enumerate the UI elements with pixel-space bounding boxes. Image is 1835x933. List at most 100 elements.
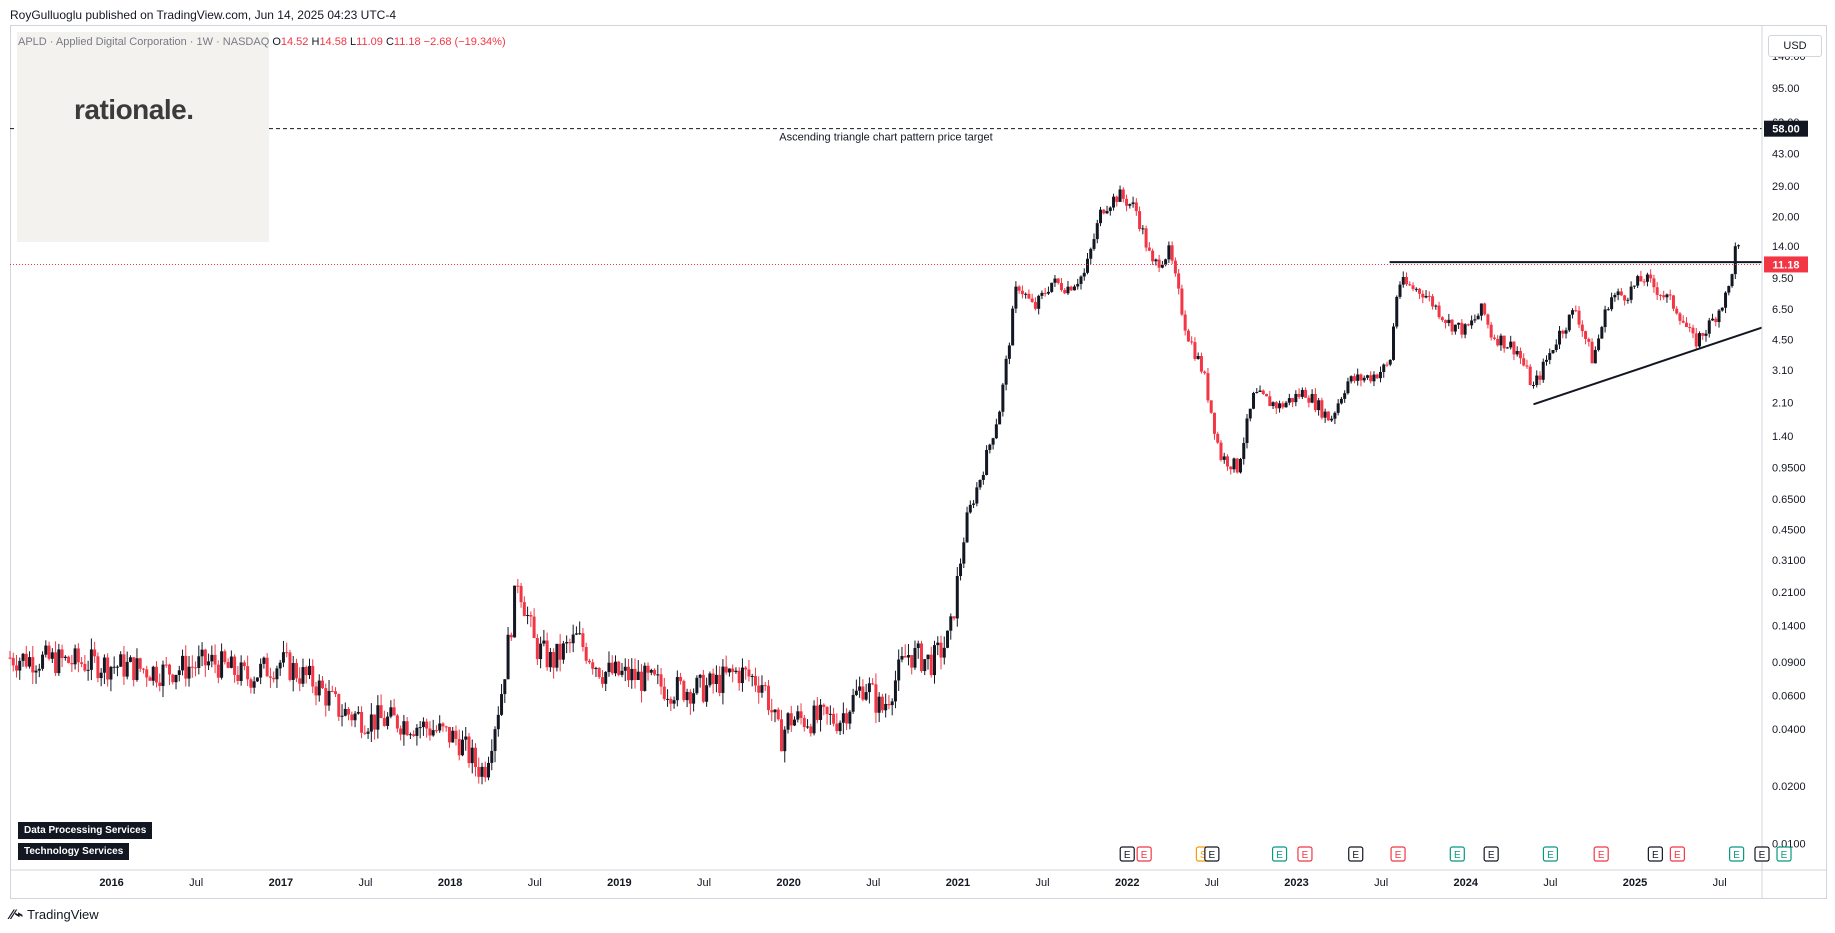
candle-body bbox=[1059, 283, 1063, 290]
candle-body bbox=[1330, 418, 1334, 421]
earnings-marker-icon[interactable] bbox=[1136, 846, 1152, 862]
candle-body bbox=[307, 665, 311, 676]
earnings-marker-icon[interactable] bbox=[1390, 846, 1406, 862]
candle-body bbox=[952, 616, 956, 619]
candle-body bbox=[389, 707, 393, 717]
earnings-marker-icon[interactable] bbox=[1449, 846, 1465, 862]
candle-body bbox=[496, 714, 500, 730]
candle-body bbox=[1046, 291, 1050, 294]
candle-body bbox=[929, 654, 933, 676]
candle-body bbox=[972, 503, 976, 505]
candle-body bbox=[669, 698, 673, 704]
candle-body bbox=[141, 668, 145, 670]
candle-body bbox=[1460, 322, 1464, 335]
candle-body bbox=[1489, 324, 1493, 338]
candle-body bbox=[822, 704, 826, 707]
candle-body bbox=[285, 652, 289, 654]
candle-body bbox=[86, 669, 90, 671]
candle-body bbox=[1470, 320, 1474, 326]
earnings-marker-icon[interactable] bbox=[1647, 846, 1663, 862]
candle-body bbox=[828, 713, 832, 715]
candle-body bbox=[1600, 327, 1604, 339]
candle-body bbox=[1515, 350, 1519, 355]
candle-body bbox=[926, 654, 930, 660]
candle-body bbox=[1242, 442, 1246, 459]
earnings-marker-icon[interactable] bbox=[1669, 846, 1685, 862]
candle-body bbox=[526, 615, 530, 617]
candle-body bbox=[229, 656, 233, 668]
earnings-marker-icon[interactable] bbox=[1483, 846, 1499, 862]
earnings-marker-icon[interactable] bbox=[1204, 846, 1220, 862]
candle-body bbox=[301, 667, 305, 684]
candle-body bbox=[1349, 376, 1353, 382]
candle-body bbox=[1180, 288, 1184, 315]
candle-body bbox=[841, 713, 845, 723]
earnings-marker-icon[interactable] bbox=[1729, 846, 1745, 862]
candle-body bbox=[47, 645, 51, 659]
candle-body bbox=[275, 668, 279, 680]
symbol-legend: APLD · Applied Digital Corporation · 1W … bbox=[18, 36, 506, 48]
earnings-marker-icon[interactable] bbox=[1119, 846, 1135, 862]
candle-body bbox=[838, 722, 842, 732]
candle-body bbox=[1737, 245, 1741, 247]
earnings-marker-icon[interactable] bbox=[1348, 846, 1364, 862]
earnings-marker-icon[interactable] bbox=[1593, 846, 1609, 862]
candle-body bbox=[161, 664, 165, 687]
candle-body bbox=[444, 726, 448, 728]
candle-body bbox=[604, 672, 608, 684]
candle-body bbox=[1616, 291, 1620, 295]
earnings-marker-icon[interactable] bbox=[1297, 846, 1313, 862]
candle-body bbox=[1151, 250, 1155, 262]
high-label: H bbox=[311, 36, 320, 48]
support-trendline[interactable] bbox=[1533, 326, 1763, 406]
candle-body bbox=[490, 750, 494, 763]
earnings-marker-icon[interactable] bbox=[1754, 846, 1770, 862]
candle-body bbox=[138, 658, 142, 669]
candle-body bbox=[1561, 330, 1565, 334]
candle-body bbox=[1193, 342, 1197, 359]
earnings-marker-icon[interactable] bbox=[1271, 846, 1288, 862]
candle-body bbox=[60, 649, 64, 658]
candle-body bbox=[1388, 359, 1392, 365]
candle-body bbox=[1626, 299, 1630, 301]
candle-body bbox=[591, 662, 595, 669]
candle-body bbox=[535, 638, 539, 660]
earnings-marker-label: E bbox=[1352, 850, 1359, 861]
candle-body bbox=[1030, 298, 1034, 303]
earnings-marker-icon[interactable] bbox=[1776, 846, 1792, 862]
candle-body bbox=[132, 657, 136, 680]
earnings-marker-icon[interactable] bbox=[1542, 846, 1559, 862]
sector-tag[interactable]: Data Processing Services bbox=[18, 822, 153, 839]
low-label: L bbox=[350, 36, 357, 48]
candle-body bbox=[675, 677, 679, 701]
candle-body bbox=[73, 648, 77, 665]
time-tick-label: Jul bbox=[528, 877, 542, 889]
candle-body bbox=[897, 659, 901, 681]
candle-body bbox=[477, 767, 481, 777]
currency-button[interactable]: USD bbox=[1768, 35, 1822, 57]
candle-body bbox=[177, 670, 181, 676]
candle-body bbox=[1437, 305, 1441, 318]
candle-body bbox=[187, 666, 191, 679]
candle-body bbox=[428, 728, 432, 736]
last-price-label: 11.18 bbox=[1773, 259, 1800, 271]
tradingview-brand[interactable]: ⁄⁄⌁ TradingView bbox=[10, 906, 99, 923]
candle-body bbox=[1587, 338, 1591, 342]
candle-body bbox=[1518, 350, 1522, 359]
candle-body bbox=[128, 657, 132, 662]
industry-tag[interactable]: Technology Services bbox=[18, 843, 130, 860]
candle-body bbox=[1580, 324, 1584, 332]
candle-body bbox=[106, 657, 110, 680]
candle-body bbox=[643, 665, 647, 691]
candle-body bbox=[226, 662, 230, 668]
candle-body bbox=[893, 680, 897, 702]
candle-body bbox=[1190, 341, 1194, 343]
candle-body bbox=[197, 656, 201, 668]
candle-body bbox=[1704, 333, 1708, 336]
candle-body bbox=[858, 686, 862, 691]
candle-body bbox=[1235, 458, 1239, 473]
candle-body bbox=[8, 657, 12, 659]
candle-body bbox=[760, 685, 764, 693]
candle-body bbox=[158, 682, 162, 687]
